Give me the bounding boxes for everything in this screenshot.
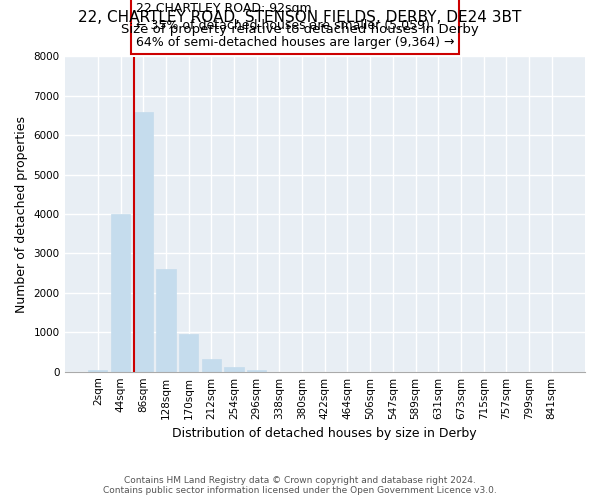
Text: 22 CHARTLEY ROAD: 92sqm
← 35% of detached houses are smaller (5,059)
64% of semi: 22 CHARTLEY ROAD: 92sqm ← 35% of detache…	[136, 2, 454, 48]
Bar	[134, 112, 153, 372]
Text: Contains HM Land Registry data © Crown copyright and database right 2024.
Contai: Contains HM Land Registry data © Crown c…	[103, 476, 497, 495]
Y-axis label: Number of detached properties: Number of detached properties	[15, 116, 28, 312]
Bar	[224, 366, 244, 372]
Text: Size of property relative to detached houses in Derby: Size of property relative to detached ho…	[121, 22, 479, 36]
Bar	[88, 370, 107, 372]
Text: 22, CHARTLEY ROAD, STENSON FIELDS, DERBY, DE24 3BT: 22, CHARTLEY ROAD, STENSON FIELDS, DERBY…	[79, 10, 521, 25]
Bar	[156, 269, 176, 372]
X-axis label: Distribution of detached houses by size in Derby: Distribution of detached houses by size …	[172, 427, 477, 440]
Bar	[247, 370, 266, 372]
Bar	[179, 334, 198, 372]
Bar	[111, 214, 130, 372]
Bar	[202, 359, 221, 372]
